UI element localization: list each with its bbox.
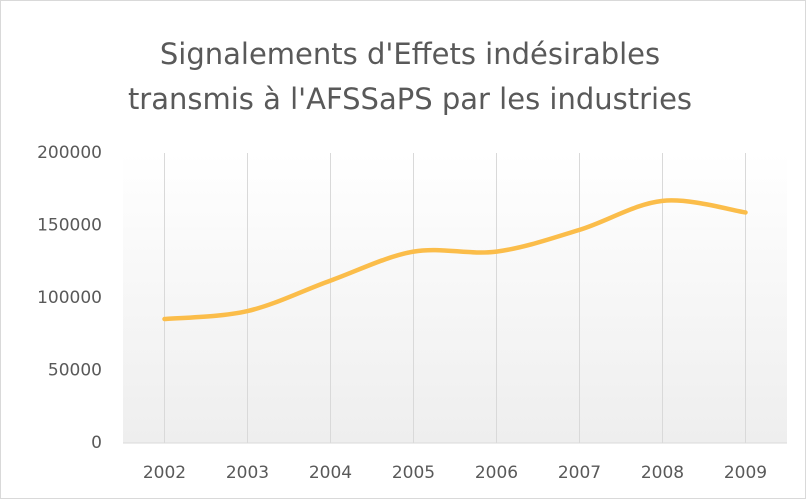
y-tick-label: 100000 <box>37 288 102 308</box>
x-tick-label: 2004 <box>309 463 352 483</box>
x-tick-label: 2005 <box>392 463 435 483</box>
y-tick-label: 200000 <box>37 143 102 163</box>
y-tick-label: 0 <box>91 433 102 453</box>
data-line <box>162 198 748 322</box>
y-tick-label: 150000 <box>37 216 102 236</box>
x-tick-label: 2008 <box>641 463 684 483</box>
x-tick-label: 2003 <box>226 463 269 483</box>
x-tick-label: 2007 <box>558 463 601 483</box>
y-tick-label: 50000 <box>48 361 102 381</box>
chart-title: transmis à l'AFSSaPS par les industries <box>128 82 692 116</box>
chart-title: Signalements d'Effets indésirables <box>160 37 660 71</box>
x-tick-label: 2009 <box>724 463 767 483</box>
plot-area <box>123 153 787 443</box>
x-tick-label: 2006 <box>475 463 518 483</box>
x-tick-label: 2002 <box>143 463 186 483</box>
